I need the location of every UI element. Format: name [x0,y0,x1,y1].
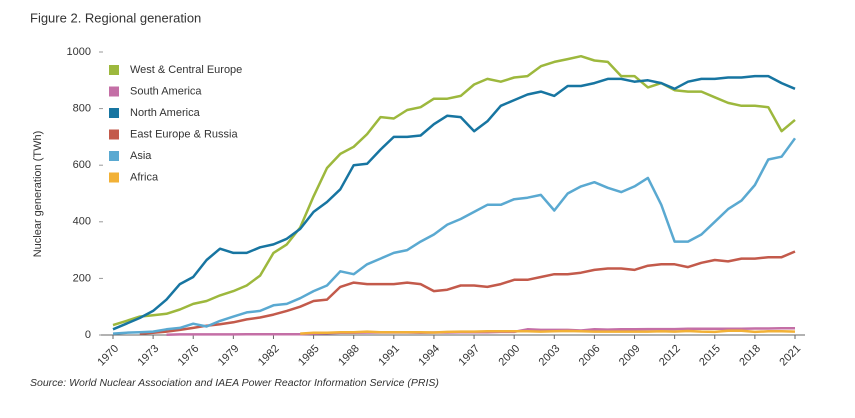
x-tick-label: 1976 [176,343,202,369]
y-tick-label: 800 [73,103,91,115]
x-tick-label: 1997 [456,343,482,369]
legend-swatch [109,65,119,75]
y-axis-label: Nuclear generation (TWh) [32,131,44,258]
series-line [112,54,796,327]
x-tick-label: 2012 [657,343,683,369]
x-tick-label: 1994 [416,343,442,369]
legend-swatch [109,172,119,183]
x-tick-label: 2021 [777,343,803,369]
series-line [112,74,796,331]
x-tick-label: 1970 [95,343,121,369]
series-line [139,250,796,335]
x-tick-label: 1979 [216,343,242,369]
x-tick-label: 1982 [256,343,282,369]
x-tick-label: 2000 [497,343,523,369]
legend-label: North America [130,107,201,119]
chart-title: Figure 2. Regional generation [30,10,201,25]
legend-swatch [109,151,119,161]
x-tick-label: 1988 [336,343,362,369]
legend-label: Asia [130,150,152,162]
x-tick-label: 2003 [537,343,563,369]
legend-label: East Europe & Russia [130,128,238,140]
legend-label: South America [130,85,202,97]
y-tick-label: 0 [85,329,91,341]
x-tick-label: 2018 [737,343,763,369]
y-tick-label: 1000 [67,46,91,58]
source-note: Source: World Nuclear Association and IA… [30,377,439,389]
x-tick-label: 2006 [577,343,603,369]
y-tick-label: 600 [73,159,91,171]
legend-label: West & Central Europe [130,64,242,76]
legend-swatch [109,108,119,118]
legend-label: Africa [130,171,159,183]
series-line [300,329,796,335]
y-tick-label: 400 [73,216,91,228]
legend-swatch [109,129,119,140]
x-tick-label: 1985 [296,343,322,369]
legend-swatch [109,86,119,97]
series-line [112,137,797,335]
x-tick-label: 2009 [617,343,643,369]
y-tick-label: 200 [73,272,91,284]
x-tick-label: 2015 [697,343,723,369]
x-tick-label: 1991 [376,343,402,369]
x-tick-label: 1973 [135,343,161,369]
